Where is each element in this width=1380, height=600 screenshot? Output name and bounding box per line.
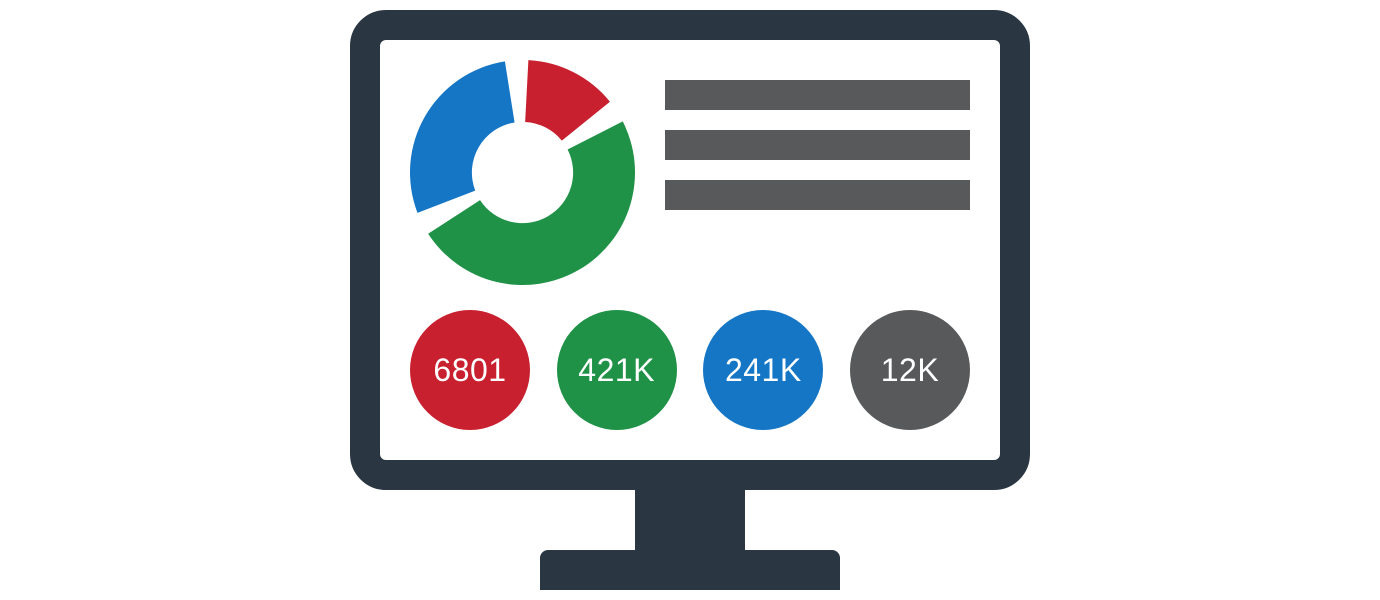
metric-badge: 6801 <box>410 310 530 430</box>
donut-slice-red <box>525 60 610 140</box>
metric-value: 241K <box>725 352 802 389</box>
monitor-stand-base <box>540 550 840 590</box>
dashboard-monitor-icon: 6801 421K 241K 12K <box>350 10 1030 590</box>
text-bar <box>665 130 970 160</box>
text-bar <box>665 80 970 110</box>
text-bars <box>665 60 970 210</box>
metric-badge: 12K <box>850 310 970 430</box>
donut-slice-blue <box>410 61 515 212</box>
metric-badge: 241K <box>703 310 823 430</box>
metric-badge: 421K <box>557 310 677 430</box>
monitor-stand-neck <box>635 490 745 550</box>
metric-value: 6801 <box>433 352 506 389</box>
metric-value: 421K <box>578 352 655 389</box>
monitor-screen: 6801 421K 241K 12K <box>350 10 1030 490</box>
metrics-row: 6801 421K 241K 12K <box>410 300 970 440</box>
text-bar <box>665 180 970 210</box>
top-row <box>410 60 970 300</box>
donut-chart <box>410 60 635 285</box>
metric-value: 12K <box>881 352 939 389</box>
